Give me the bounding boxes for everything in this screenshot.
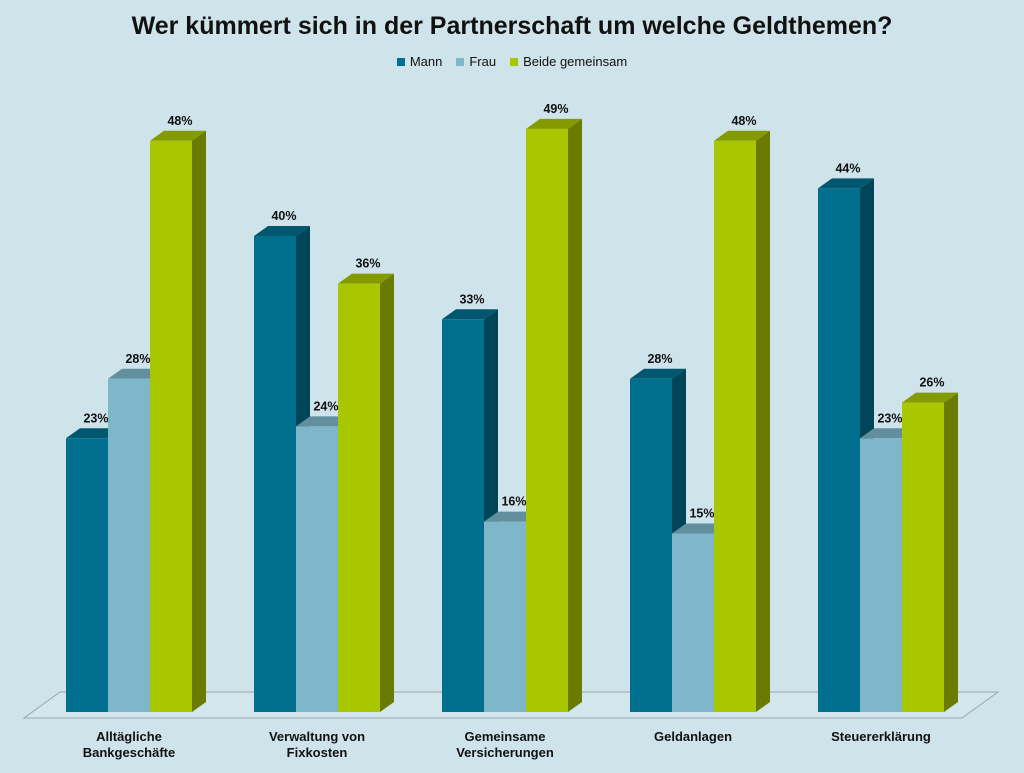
bar — [860, 438, 902, 712]
legend-label: Mann — [409, 54, 443, 69]
bar-top — [338, 273, 394, 284]
bar-top — [442, 309, 498, 320]
legend-item: Frau — [456, 54, 496, 69]
legend-item: Beide gemeinsam — [510, 54, 627, 69]
bar-side — [380, 273, 394, 712]
chart-title: Wer kümmert sich in der Partnerschaft um… — [131, 12, 893, 40]
category-label: Verwaltung von — [269, 729, 365, 744]
value-label: 44% — [835, 161, 860, 175]
value-label: 16% — [501, 495, 526, 509]
legend-label: Beide gemeinsam — [523, 54, 628, 69]
category-label: Fixkosten — [287, 745, 348, 760]
bar — [108, 378, 150, 712]
category-label: Versicherungen — [456, 745, 554, 760]
category-label: Geldanlagen — [654, 729, 732, 744]
value-label: 28% — [125, 352, 150, 366]
value-label: 15% — [689, 507, 714, 521]
bar — [672, 533, 714, 712]
legend: Mann Frau Beide gemeinsam — [0, 54, 1024, 69]
bar-top — [630, 368, 686, 379]
bar-top — [818, 178, 874, 189]
bar-side — [756, 130, 770, 713]
value-label: 48% — [167, 114, 192, 128]
category-label: Alltägliche — [96, 729, 162, 744]
bar — [66, 438, 108, 712]
bar — [338, 283, 380, 712]
value-label: 23% — [877, 411, 902, 425]
legend-swatch — [396, 57, 405, 66]
category-label: Bankgeschäfte — [83, 745, 175, 760]
bar — [902, 402, 944, 712]
bar — [296, 426, 338, 712]
bar — [818, 188, 860, 712]
bar-top — [254, 226, 310, 236]
bar — [484, 521, 526, 712]
value-label: 40% — [271, 209, 296, 223]
bar-side — [568, 118, 582, 712]
value-label: 28% — [647, 352, 672, 366]
value-label: 26% — [919, 376, 944, 390]
bar-top — [902, 392, 958, 403]
value-label: 36% — [355, 257, 380, 271]
bar-side — [944, 392, 958, 712]
legend-swatch — [510, 57, 519, 66]
legend-item: Mann — [396, 54, 443, 69]
value-label: 49% — [543, 102, 568, 116]
bar-top — [526, 118, 582, 129]
category-label: Steuererklärung — [831, 729, 931, 744]
bar — [442, 319, 484, 712]
legend-swatch — [456, 57, 465, 66]
bar-top — [150, 130, 206, 141]
value-label: 33% — [459, 292, 484, 306]
bar — [526, 128, 568, 712]
bar — [714, 140, 756, 713]
bar-top — [714, 130, 770, 141]
bar — [630, 378, 672, 712]
value-label: 48% — [731, 114, 756, 128]
category-label: Gemeinsame — [465, 729, 546, 744]
value-label: 23% — [83, 411, 108, 425]
value-label: 24% — [313, 399, 338, 413]
bar-side — [192, 130, 206, 713]
bar — [150, 140, 192, 713]
bar — [254, 236, 296, 712]
legend-label: Frau — [469, 54, 497, 69]
